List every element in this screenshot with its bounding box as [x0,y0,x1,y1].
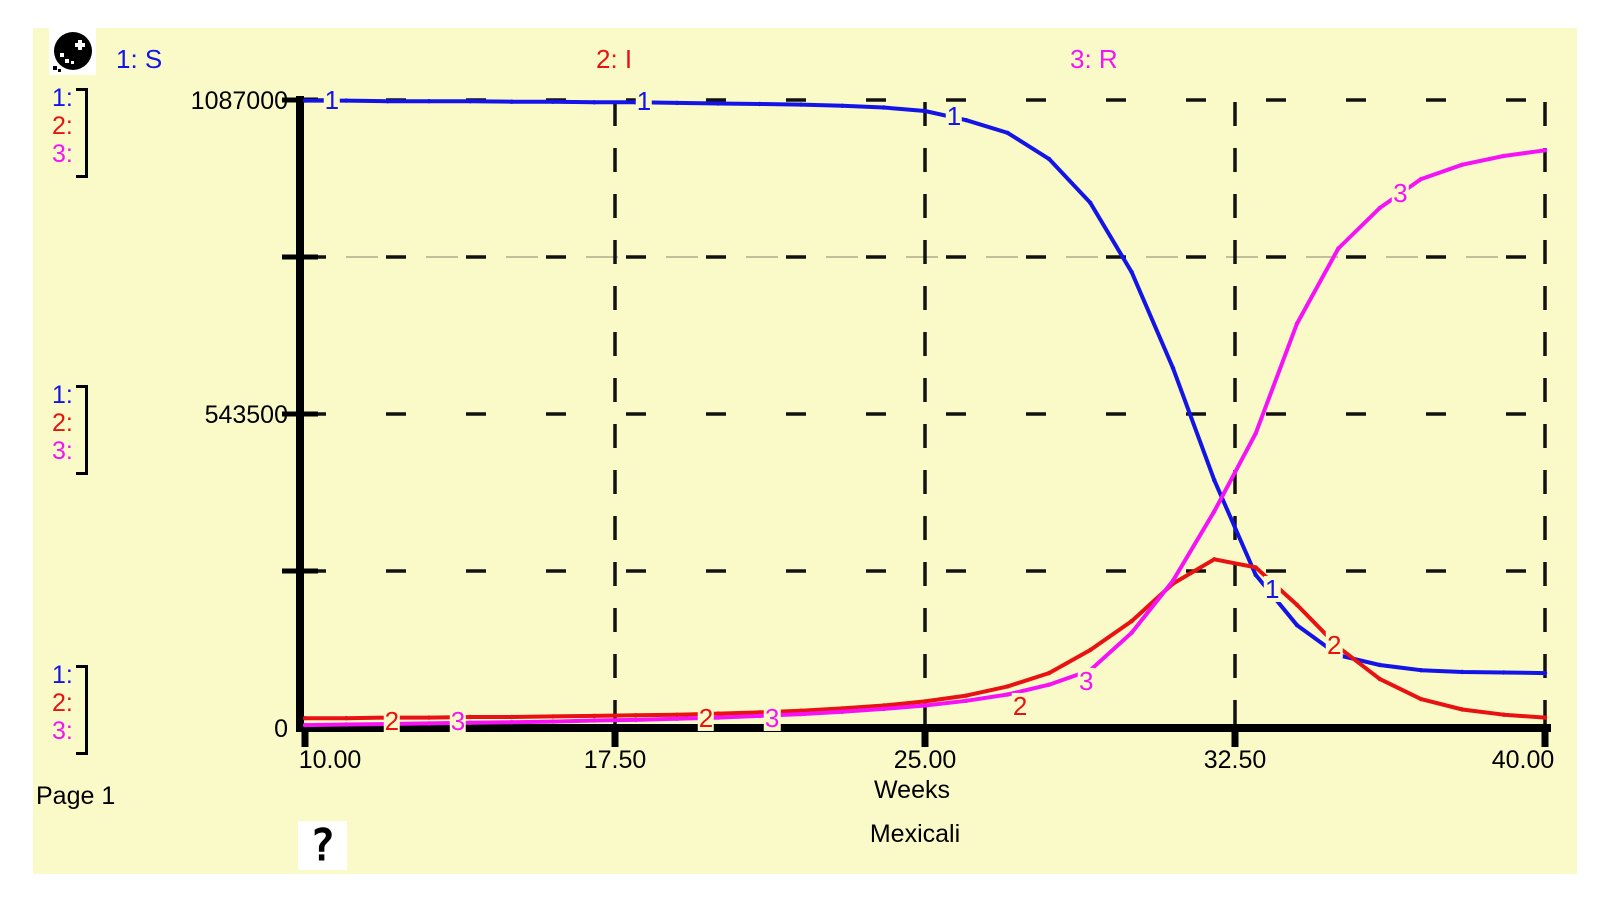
y-tick-label-mid: 543500 [204,401,288,429]
curve-label-I: 2 [697,703,715,734]
legend-series-s: 1: S [116,44,163,74]
scale-row-1: 1: [52,661,73,689]
scale-row-2: 2: [52,409,73,437]
question-mark-glyph: ? [309,819,336,871]
curve-label-S: 1 [635,86,653,117]
curve-label-R: 3 [1077,665,1095,696]
curve-label-S: 1 [323,84,341,115]
globe-icon-art [53,32,92,72]
curve-label-I: 2 [1011,691,1029,722]
graph-canvas [33,28,1577,874]
legend-series-i: 2: I [596,44,633,74]
scale-bracket-group-bottom: 1: 2: 3: [52,661,100,745]
scale-row-3: 3: [52,717,73,745]
curve-label-S: 1 [945,101,963,132]
chart-title: Mexicali [869,820,961,848]
x-tick-label-32-5: 32.50 [1203,746,1267,774]
legend-series-r: 3: R [1070,44,1118,74]
scale-row-3: 3: [52,437,73,465]
x-axis-title: Weeks [874,776,950,804]
scale-bracket-group-top: 1: 2: 3: [52,84,100,168]
scale-bracket-icon [76,665,88,755]
curve-label-S: 1 [1263,574,1281,605]
curve-label-I: 2 [1325,629,1343,660]
curve-label-R: 3 [1392,177,1409,208]
x-tick-label-17-5: 17.50 [583,746,647,774]
y-tick-label-max: 1087000 [190,87,288,115]
scale-bracket-group-middle: 1: 2: 3: [52,381,100,465]
x-tick-label-40: 40.00 [1491,746,1555,774]
globe-icon[interactable] [49,28,96,75]
scale-row-2: 2: [52,112,73,140]
curve-label-R: 3 [449,705,467,736]
question-mark-icon[interactable]: ? [298,821,347,870]
scale-bracket-icon [76,88,88,178]
scale-row-3: 3: [52,140,73,168]
scale-row-1: 1: [52,84,73,112]
x-tick-label-10: 10.00 [298,746,362,774]
x-tick-label-25: 25.00 [893,746,957,774]
page-number-label[interactable]: Page 1 [36,782,116,810]
curve-label-I: 2 [383,705,401,736]
scale-row-2: 2: [52,689,73,717]
scale-bracket-icon [76,385,88,475]
y-tick-label-zero: 0 [274,715,288,743]
scale-row-1: 1: [52,381,73,409]
curve-label-R: 3 [763,703,781,734]
